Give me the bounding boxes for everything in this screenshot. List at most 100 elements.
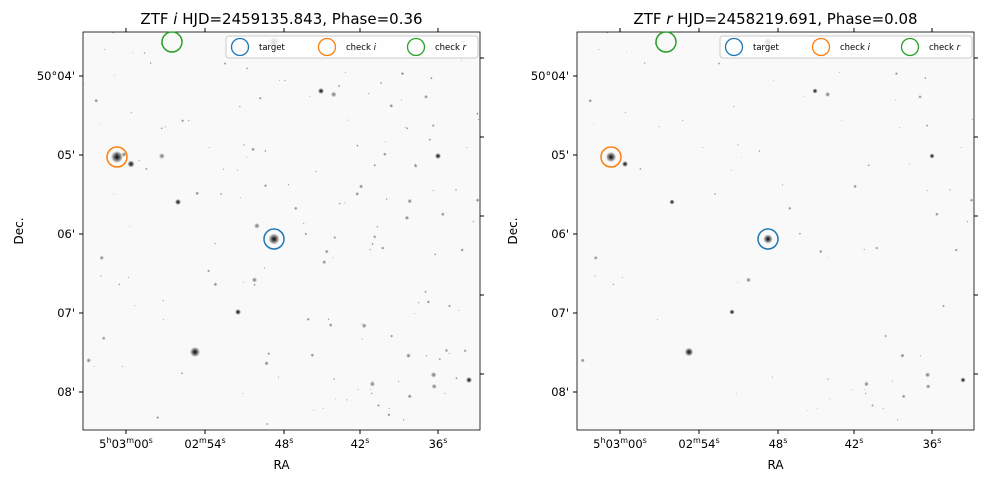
star <box>345 399 348 401</box>
star <box>330 91 337 98</box>
star <box>825 91 831 97</box>
star <box>404 126 407 129</box>
x-tick-part: 42 <box>845 437 860 451</box>
panel-title: ZTF i HJD=2459135.843, Phase=0.36 <box>140 10 422 28</box>
star <box>112 31 115 34</box>
star <box>414 313 416 315</box>
x-tick-part: 36 <box>923 437 938 451</box>
star <box>736 392 738 395</box>
legend-label: check r <box>929 43 961 53</box>
x-tick-label: 48s <box>275 436 294 451</box>
star <box>702 146 704 148</box>
star <box>925 384 931 389</box>
star <box>313 409 315 412</box>
x-tick-part: h <box>601 436 606 445</box>
star <box>924 76 927 80</box>
star <box>954 248 958 252</box>
star <box>460 248 464 252</box>
star <box>448 352 450 355</box>
x-tick-part: s <box>149 436 153 445</box>
star <box>246 156 248 158</box>
x-tick-part: 02 <box>184 437 199 451</box>
star <box>717 62 721 65</box>
star <box>621 276 624 279</box>
star <box>864 392 867 395</box>
y-tick-label: 50°04' <box>531 69 569 83</box>
star <box>737 281 739 283</box>
legend-text: check <box>840 43 868 53</box>
legend-text: check <box>435 43 463 53</box>
star <box>896 418 899 421</box>
bright-star <box>622 161 628 167</box>
legend-band: r <box>957 43 961 53</box>
star <box>223 62 227 65</box>
star <box>851 388 853 390</box>
star <box>901 394 906 399</box>
star <box>966 220 969 223</box>
star <box>214 242 216 245</box>
x-tick-label: 48s <box>769 436 788 451</box>
legend-marker <box>406 37 426 57</box>
star <box>476 112 479 116</box>
x-tick-label: 42s <box>351 436 370 451</box>
star <box>413 163 418 168</box>
bright-star <box>190 347 200 357</box>
x-tick-part: 48 <box>769 437 784 451</box>
star <box>344 71 347 74</box>
x-tick-part: 03 <box>606 437 621 451</box>
star <box>949 188 951 191</box>
star <box>588 98 592 103</box>
star <box>383 152 387 156</box>
star <box>807 409 809 412</box>
bright-star <box>960 377 966 383</box>
star <box>129 226 131 228</box>
star <box>160 127 163 130</box>
legend-label: target <box>753 43 780 53</box>
bright-star <box>175 199 181 205</box>
star <box>132 52 134 54</box>
star <box>458 309 460 312</box>
star <box>263 184 268 188</box>
y-axis-label: Dec. <box>12 217 26 244</box>
star <box>338 202 341 205</box>
bright-star <box>466 377 472 383</box>
star <box>158 153 165 160</box>
star <box>99 255 104 261</box>
bright-star <box>127 160 135 168</box>
star <box>871 404 874 407</box>
star <box>251 277 258 283</box>
star <box>113 193 115 195</box>
star <box>254 223 260 229</box>
star <box>827 378 830 381</box>
x-tick-part: m <box>126 436 134 445</box>
bright-star <box>684 347 694 357</box>
star <box>576 397 578 400</box>
x-tick-label: 02m54s <box>678 436 719 451</box>
star <box>219 192 223 196</box>
star <box>819 249 823 254</box>
star <box>829 398 831 400</box>
star <box>430 371 437 378</box>
y-tick-label: 06' <box>57 227 75 241</box>
star <box>242 281 245 283</box>
bright-star <box>235 309 241 315</box>
star <box>863 388 865 391</box>
panel-title: ZTF r HJD=2458219.691, Phase=0.08 <box>633 10 917 28</box>
star <box>322 407 324 410</box>
star <box>425 354 428 357</box>
y-tick-label: 07' <box>551 306 569 320</box>
star <box>407 394 412 399</box>
bright-star <box>763 234 773 244</box>
star <box>639 167 642 171</box>
star <box>118 283 121 286</box>
star <box>306 317 310 321</box>
x-tick-part: 00 <box>134 437 149 451</box>
legend-text: target <box>259 43 286 53</box>
star <box>826 257 828 259</box>
bright-star <box>318 88 324 94</box>
bright-star <box>268 233 280 245</box>
x-tick-part: 00 <box>628 437 643 451</box>
y-tick-label: 05' <box>551 148 569 162</box>
x-tick-part: 54 <box>701 437 716 451</box>
star <box>428 138 432 142</box>
